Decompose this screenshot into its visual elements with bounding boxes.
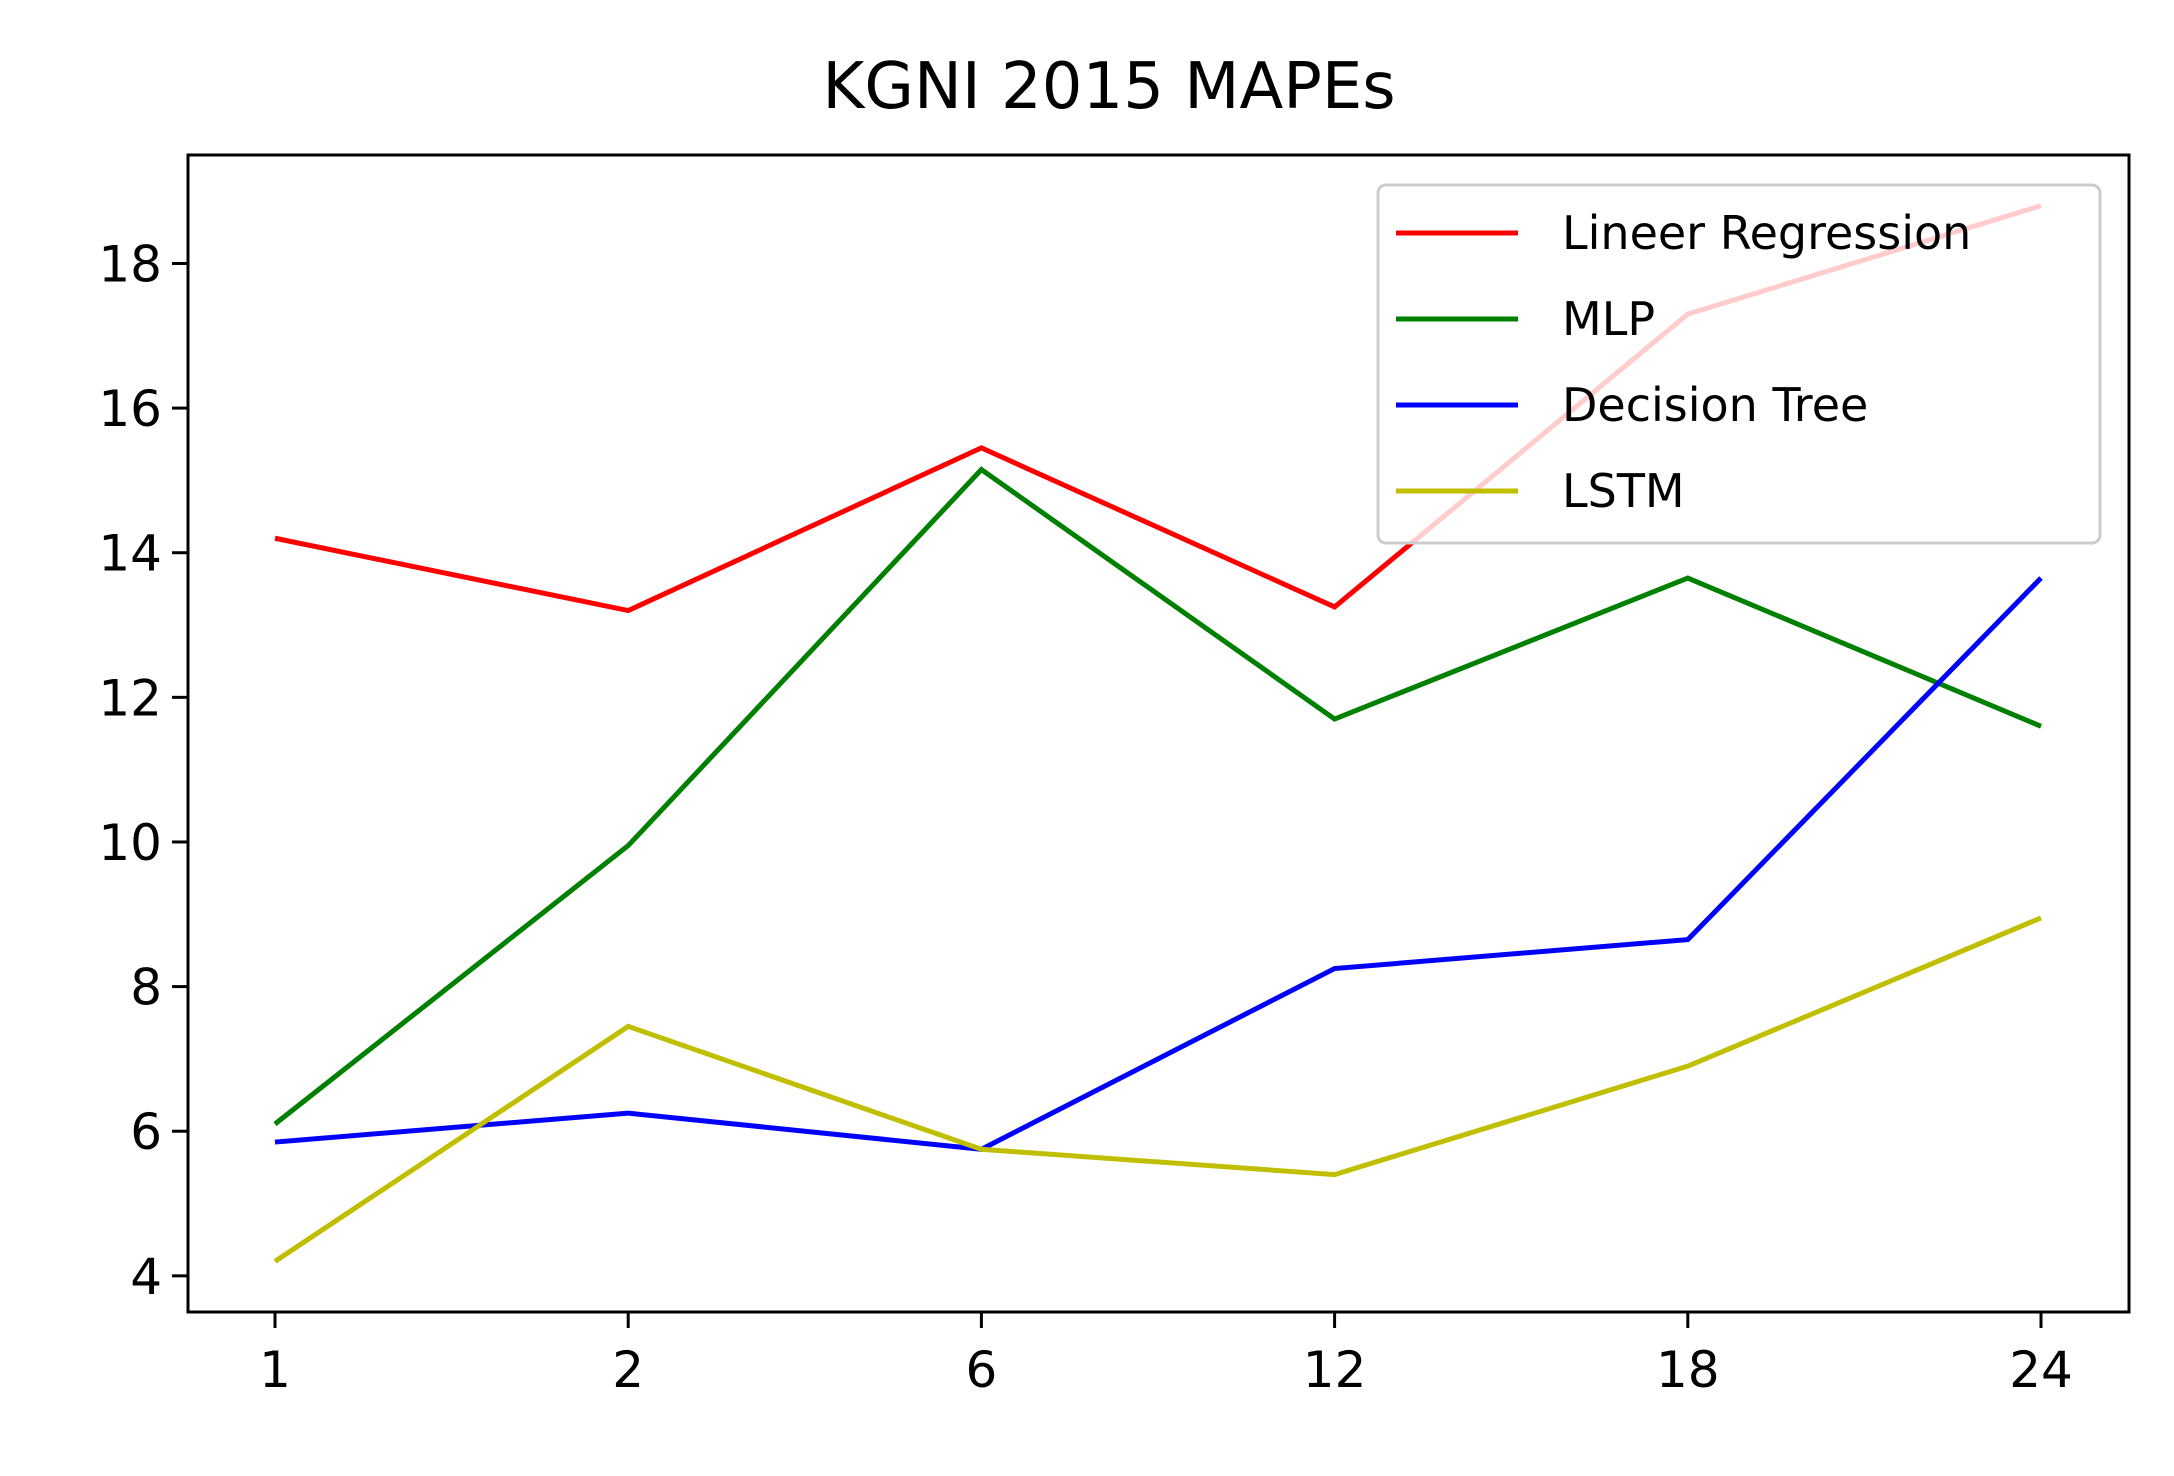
legend-label: MLP bbox=[1562, 292, 1655, 346]
x-tick-label: 12 bbox=[1303, 1341, 1367, 1399]
x-tick-label: 1 bbox=[259, 1341, 291, 1399]
legend: Lineer Regression MLP Decision Tree LSTM bbox=[1376, 183, 2102, 545]
y-tick-label: 6 bbox=[130, 1103, 162, 1161]
y-tick-label: 16 bbox=[98, 380, 162, 438]
series-line-mlp bbox=[273, 466, 2042, 1126]
y-tick-label: 4 bbox=[130, 1248, 162, 1306]
y-tick-label: 10 bbox=[98, 814, 162, 872]
x-axis: 1 2 6 12 18 24 bbox=[259, 1312, 2073, 1399]
legend-label: Lineer Regression bbox=[1562, 206, 1971, 260]
y-tick-label: 12 bbox=[98, 669, 162, 727]
chart-title: KGNI 2015 MAPEs bbox=[822, 50, 1395, 124]
series-line-decision-tree bbox=[274, 576, 2043, 1152]
x-tick-label: 24 bbox=[2009, 1341, 2073, 1399]
legend-box bbox=[1376, 183, 2102, 545]
y-tick-label: 14 bbox=[98, 525, 162, 583]
x-tick-label: 18 bbox=[1656, 1341, 1720, 1399]
x-tick-label: 6 bbox=[965, 1341, 997, 1399]
y-tick-label: 8 bbox=[130, 959, 162, 1017]
y-tick-label: 18 bbox=[98, 235, 162, 293]
legend-label: Decision Tree bbox=[1562, 378, 1868, 432]
legend-label: LSTM bbox=[1562, 464, 1685, 518]
x-tick-label: 2 bbox=[612, 1341, 644, 1399]
plot-area bbox=[186, 153, 2131, 1314]
y-axis: 4 6 8 10 12 14 16 18 bbox=[98, 235, 188, 1306]
series-line-lstm bbox=[273, 915, 2042, 1264]
